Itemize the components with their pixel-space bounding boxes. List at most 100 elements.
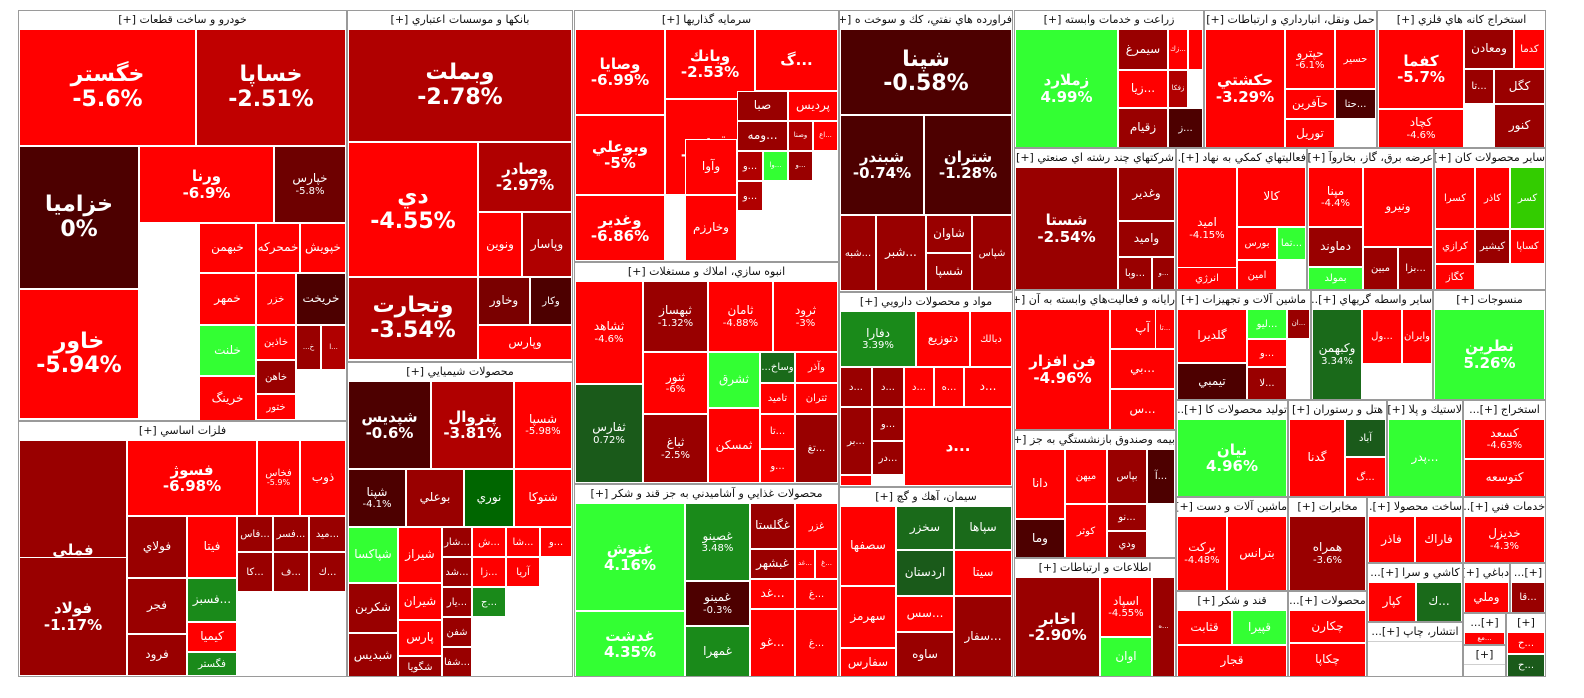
stock-tile[interactable]: ...و (737, 151, 763, 181)
stock-tile[interactable]: ...تل (1188, 29, 1203, 70)
stock-tile[interactable]: خبهمن (199, 223, 256, 273)
stock-tile[interactable]: ثشرق (708, 352, 760, 408)
stock-tile[interactable]: ...و (788, 151, 813, 181)
stock-tile[interactable]: پرديس (788, 91, 838, 121)
stock-tile[interactable]: شيران (398, 583, 442, 620)
stock-tile[interactable]: كپار (1368, 582, 1416, 621)
stock-tile[interactable]: ...وبا (1118, 257, 1152, 289)
stock-tile[interactable]: سيمرغ (1118, 29, 1168, 70)
stock-tile[interactable]: كدما (1514, 29, 1545, 69)
stock-tile[interactable]: ...ف (273, 552, 309, 592)
stock-tile[interactable]: ...سفار (954, 596, 1012, 676)
stock-tile[interactable]: غمهرا (685, 626, 750, 676)
stock-tile[interactable]: فخاس -5.9% (257, 440, 300, 516)
stock-tile[interactable]: ...ليو (1247, 309, 1287, 339)
stock-tile[interactable]: سصفها (840, 506, 896, 586)
stock-tile[interactable]: ...شد (442, 557, 472, 587)
stock-tile[interactable]: وما (1015, 519, 1065, 557)
stock-tile[interactable]: ...ا (321, 325, 346, 370)
stock-tile[interactable]: حپترو -6.1% (1285, 29, 1335, 89)
sector-title[interactable]: هتل و رستوران [+] (1289, 401, 1386, 420)
stock-tile[interactable]: بورس (1237, 227, 1277, 260)
sector-title[interactable]: انبوه سازي، املاك و مستغلات [+] (575, 263, 838, 282)
stock-tile[interactable]: وساخ... (760, 352, 795, 383)
stock-tile[interactable]: شسپا (926, 253, 972, 291)
stock-tile[interactable]: كگاز (1435, 264, 1475, 289)
sector-title[interactable]: سرمايه گذاريها [+] (575, 11, 838, 30)
sector-title[interactable]: اطلاعات و ارتباطات [+] (1015, 559, 1175, 578)
stock-tile[interactable]: ...حتا (1335, 89, 1376, 119)
stock-tile[interactable]: واميد (1118, 221, 1175, 257)
stock-tile[interactable]: ...ه (1152, 577, 1175, 676)
stock-tile[interactable]: ...فسر (273, 516, 309, 552)
stock-tile[interactable]: انرژي (1177, 267, 1237, 289)
stock-tile[interactable]: ساوه (896, 632, 954, 676)
sector-title[interactable]: كاشي و سرا [+]... (1368, 564, 1462, 583)
stock-tile[interactable]: خپارس -5.8% (274, 146, 346, 223)
stock-tile[interactable]: غبشهر (750, 549, 795, 579)
stock-tile[interactable]: خديزل -4.3% (1464, 516, 1545, 562)
stock-tile[interactable]: ...ح (1507, 654, 1545, 676)
stock-tile[interactable]: ثباغ -2.5% (643, 414, 708, 483)
stock-tile[interactable]: غزر (795, 503, 838, 549)
sector-title[interactable]: رايانه و فعاليت‌هاي وابسته به آن [+] (1015, 291, 1175, 310)
stock-tile[interactable]: ونوين (478, 212, 522, 277)
stock-tile[interactable]: فيتا (187, 516, 237, 578)
stock-tile[interactable]: فرود (127, 634, 187, 676)
stock-tile[interactable]: خگستر -5.6% (19, 29, 196, 146)
stock-tile[interactable]: مبين (1363, 247, 1398, 289)
stock-tile[interactable]: ...نو (1107, 504, 1147, 531)
stock-tile[interactable]: ونيرو (1363, 167, 1433, 247)
stock-tile[interactable]: دداتا (840, 475, 872, 486)
sector-title[interactable]: ماشين آلات و دست [+]... (1177, 498, 1287, 517)
stock-tile[interactable]: اوان (1100, 637, 1152, 676)
stock-tile[interactable]: وخاور (478, 277, 530, 325)
sector-title[interactable]: خدمات فني [+]... (1464, 498, 1545, 517)
stock-tile[interactable]: ...شبه (840, 215, 876, 291)
stock-tile[interactable]: ...شبر (876, 215, 926, 291)
stock-tile[interactable]: خاور -5.94% (19, 289, 139, 419)
stock-tile[interactable]: آباد (1345, 419, 1386, 457)
stock-tile[interactable]: ...غو (750, 609, 795, 676)
stock-tile[interactable]: امين (1237, 260, 1277, 289)
stock-tile[interactable]: كنور (1494, 104, 1545, 147)
sector-title[interactable]: منسوجات [+] (1434, 291, 1545, 310)
stock-tile[interactable]: شپاكسا (348, 527, 398, 583)
sector-title[interactable]: محصولات غذايي و آشاميدني به جز قند و شكر… (575, 485, 838, 504)
stock-tile[interactable]: شپاس (972, 215, 1012, 291)
stock-tile[interactable]: ...و (1152, 257, 1175, 289)
stock-tile[interactable]: وآذر (795, 352, 838, 383)
stock-tile[interactable]: فاذر (1368, 516, 1415, 562)
stock-tile[interactable]: اسپاد -4.55% (1100, 577, 1152, 637)
stock-tile[interactable]: ...تا (1155, 309, 1175, 349)
sector-title[interactable]: استخراج [+]... (1464, 401, 1545, 420)
stock-tile[interactable]: كيميا (187, 622, 237, 652)
sector-title[interactable]: [+] (1507, 614, 1545, 633)
stock-tile[interactable]: كيشير (1475, 229, 1510, 264)
stock-tile[interactable]: ...كا (237, 552, 273, 592)
stock-tile[interactable]: ...آ (1147, 449, 1175, 504)
stock-tile[interactable]: كسرا (1435, 167, 1475, 229)
stock-tile[interactable]: ...فاس (237, 516, 273, 552)
stock-tile[interactable]: ...زك (1168, 29, 1188, 70)
stock-tile[interactable]: ثتران (795, 383, 838, 414)
stock-tile[interactable]: زفكا (1168, 70, 1188, 108)
stock-tile[interactable]: فولاي (127, 516, 187, 578)
stock-tile[interactable]: شكربن (348, 583, 398, 633)
stock-tile[interactable]: وپاسار (522, 212, 572, 277)
stock-tile[interactable]: ...زا (472, 557, 506, 587)
stock-tile[interactable]: ودي (1107, 531, 1147, 557)
stock-tile[interactable]: وغدير (1118, 167, 1175, 221)
stock-tile[interactable]: خزاميا 0% (19, 146, 139, 289)
stock-tile[interactable]: خاهن (256, 360, 296, 394)
stock-tile[interactable]: ...در (872, 441, 904, 475)
stock-tile[interactable]: ...و (760, 449, 795, 483)
stock-tile[interactable]: بوعلي (406, 469, 464, 527)
sector-title[interactable]: دباغي [+]... (1464, 564, 1509, 583)
stock-tile[interactable]: ...تما (1277, 227, 1306, 260)
stock-tile[interactable]: شفن (442, 617, 472, 647)
stock-tile[interactable]: وتجارت -3.54% (348, 277, 478, 360)
stock-tile[interactable]: شپنا -4.1% (348, 469, 406, 527)
sector-title[interactable]: [+] (1464, 646, 1505, 665)
stock-tile[interactable]: ...ج (472, 587, 506, 617)
